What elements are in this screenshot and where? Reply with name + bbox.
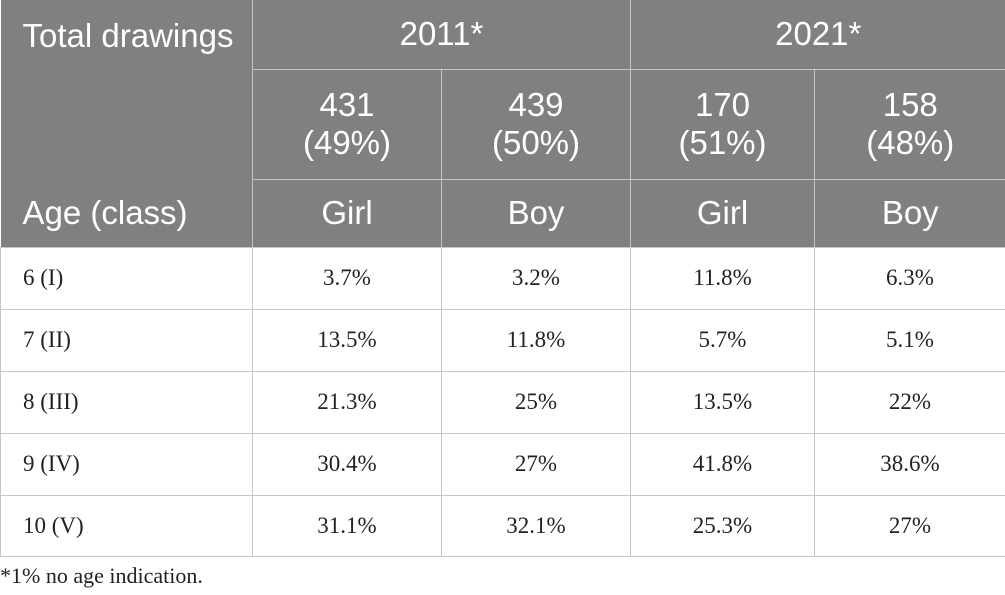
value-cell: 13.5% [630, 371, 815, 434]
age-cell: 6 (I) [0, 247, 253, 310]
year-2021-header: 2021* [630, 0, 1005, 70]
value-cell: 13.5% [252, 309, 442, 372]
data-table: Total drawings 2011* 2021* 431 (49%) 439… [0, 0, 1005, 557]
value-cell: 22% [814, 371, 1005, 434]
table-row: 9 (IV) 30.4% 27% 41.8% 38.6% [0, 433, 1005, 496]
value-cell: 6.3% [814, 247, 1005, 310]
gender-header: Girl [630, 179, 815, 248]
value-cell: 3.2% [441, 247, 631, 310]
age-class-header: Age (class) [0, 179, 253, 248]
total-count: 170 [694, 86, 751, 123]
value-cell: 3.7% [252, 247, 442, 310]
total-drawings-label: Total drawings [22, 17, 234, 54]
age-cell: 10 (V) [0, 495, 253, 557]
table-row: 10 (V) 31.1% 32.1% 25.3% 27% [0, 495, 1005, 557]
age-cell: 9 (IV) [0, 433, 253, 496]
age-cell: 8 (III) [0, 371, 253, 434]
total-percent: (49%) [302, 124, 392, 161]
value-cell: 27% [814, 495, 1005, 557]
value-cell: 5.7% [630, 309, 815, 372]
total-count: 439 [508, 86, 564, 123]
header-row-years: Total drawings 2011* 2021* [0, 0, 1005, 179]
year-2011-header: 2011* [252, 0, 631, 70]
value-cell: 25% [441, 371, 631, 434]
total-2011-girl: 431 (49%) [252, 69, 442, 180]
value-cell: 11.8% [441, 309, 631, 372]
value-cell: 30.4% [252, 433, 442, 496]
table-row: 8 (III) 21.3% 25% 13.5% 22% [0, 371, 1005, 434]
value-cell: 11.8% [630, 247, 815, 310]
gender-header: Boy [441, 179, 631, 248]
total-count: 431 [319, 86, 375, 123]
total-2011-boy: 439 (50%) [441, 69, 631, 180]
table-row: 6 (I) 3.7% 3.2% 11.8% 6.3% [0, 247, 1005, 310]
age-cell: 7 (II) [0, 309, 253, 372]
table-footnote: *1% no age indication. [0, 563, 203, 588]
total-2021-boy: 158 (48%) [814, 69, 1005, 180]
header-row-gender: Age (class) Girl Boy Girl Boy [0, 179, 1005, 248]
total-drawings-header: Total drawings [0, 0, 253, 179]
total-count: 158 [882, 86, 938, 123]
value-cell: 5.1% [814, 309, 1005, 372]
total-2021-girl: 170 (51%) [630, 69, 815, 180]
gender-header: Girl [252, 179, 442, 248]
value-cell: 21.3% [252, 371, 442, 434]
value-cell: 38.6% [814, 433, 1005, 496]
value-cell: 27% [441, 433, 631, 496]
total-percent: (51%) [678, 124, 767, 161]
value-cell: 25.3% [630, 495, 815, 557]
total-percent: (50%) [491, 124, 581, 161]
value-cell: 31.1% [252, 495, 442, 557]
value-cell: 41.8% [630, 433, 815, 496]
value-cell: 32.1% [441, 495, 631, 557]
header-row-totals: 431 (49%) 439 (50%) 170 (51%) 158 (48%) [1, 69, 1005, 180]
total-percent: (48%) [866, 124, 955, 161]
table-row: 7 (II) 13.5% 11.8% 5.7% 5.1% [0, 309, 1005, 372]
gender-header: Boy [814, 179, 1005, 248]
